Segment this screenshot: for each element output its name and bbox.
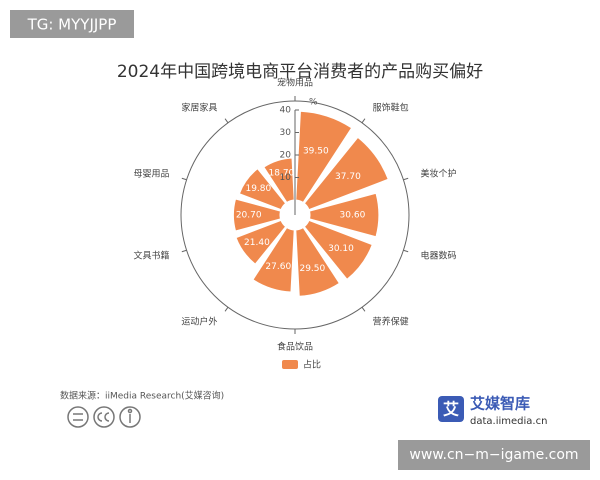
value-label: 18.70 bbox=[269, 169, 295, 179]
value-label: 27.60 bbox=[265, 262, 291, 272]
y-tick-label: 40 bbox=[280, 106, 292, 116]
angle-tick bbox=[361, 118, 366, 124]
category-label: 电器数码 bbox=[421, 249, 457, 261]
y-tick-label: 20 bbox=[280, 151, 292, 161]
angle-tick bbox=[403, 249, 409, 253]
y-axis-label: % bbox=[309, 98, 318, 108]
category-label: 食品饮品 bbox=[277, 341, 313, 353]
y-tick-label: 30 bbox=[280, 128, 292, 138]
category-label: 文具书籍 bbox=[133, 249, 169, 261]
bar bbox=[252, 226, 295, 293]
logo-mark-box bbox=[438, 396, 464, 422]
angle-tick bbox=[224, 306, 229, 312]
bar bbox=[263, 157, 295, 204]
angle-tick bbox=[181, 177, 187, 181]
category-label: 母婴用品 bbox=[133, 169, 169, 180]
logo-url: data.iimedia.cn bbox=[470, 416, 547, 427]
y-tick-label: 10 bbox=[280, 173, 292, 183]
bar bbox=[295, 110, 353, 204]
category-label: 运动户外 bbox=[181, 315, 217, 327]
category-label: 美妆个护 bbox=[421, 168, 457, 180]
category-label: 服饰鞋包 bbox=[373, 102, 409, 114]
logo-name: 艾媒智库 bbox=[470, 395, 530, 413]
legend-swatch bbox=[282, 360, 298, 369]
bar bbox=[303, 219, 373, 280]
angle-tick bbox=[224, 118, 229, 124]
angle-tick bbox=[181, 249, 187, 253]
value-label: 29.50 bbox=[299, 264, 325, 274]
value-label: 30.10 bbox=[328, 244, 354, 254]
legend-label: 占比 bbox=[303, 359, 321, 371]
category-label: 家居家具 bbox=[181, 102, 217, 114]
bar bbox=[308, 192, 380, 238]
bar bbox=[235, 219, 287, 265]
value-label: 21.40 bbox=[244, 238, 270, 248]
watermark-top: TG: MYYJJPP bbox=[27, 16, 117, 34]
value-label: 37.70 bbox=[335, 172, 361, 182]
bar bbox=[303, 136, 389, 211]
chart-title: 2024年中国跨境电商平台消费者的产品购买偏好 bbox=[117, 62, 483, 82]
category-label: 营养保健 bbox=[373, 315, 409, 327]
bar bbox=[238, 168, 287, 211]
value-label: 19.80 bbox=[245, 184, 271, 194]
watermark-box bbox=[398, 440, 590, 470]
logo-mark: 艾 bbox=[443, 400, 459, 419]
value-label: 20.70 bbox=[236, 211, 262, 221]
value-label: 30.60 bbox=[340, 211, 366, 221]
license-icons bbox=[67, 406, 141, 428]
bar bbox=[233, 198, 282, 232]
bar bbox=[295, 226, 341, 297]
watermark-bottom: www.cn−m−igame.com bbox=[409, 447, 578, 463]
source: 数据来源：iiMedia Research(艾媒咨询) bbox=[60, 390, 224, 402]
value-label: 39.50 bbox=[303, 146, 329, 156]
category-label: 宠物用品 bbox=[277, 77, 313, 89]
watermark-box bbox=[10, 10, 134, 38]
angle-tick bbox=[403, 177, 409, 181]
angle-tick bbox=[361, 306, 366, 312]
